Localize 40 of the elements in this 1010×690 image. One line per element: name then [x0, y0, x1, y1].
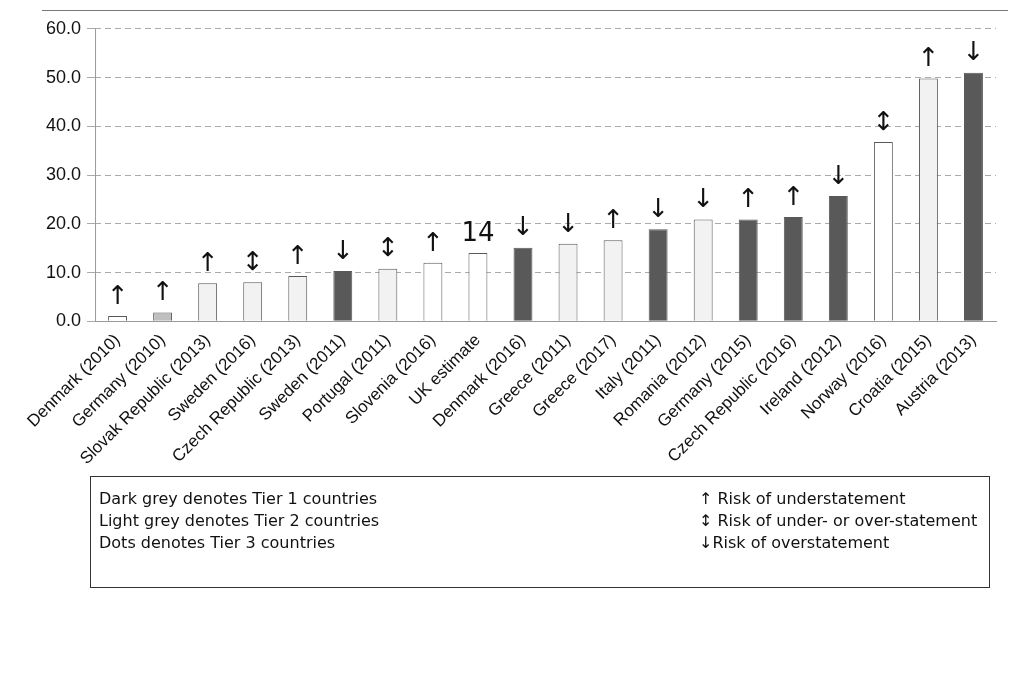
- annotation: ↑: [106, 279, 129, 310]
- y-tick-label: 60.0: [45, 17, 82, 38]
- annotation: 14: [461, 216, 495, 247]
- text: Dark grey denotes Tier 1 countries: [99, 489, 379, 510]
- y-tick-label: 40.0: [45, 115, 82, 136]
- annotation: ↓: [647, 192, 670, 223]
- annotation: ↓: [512, 211, 534, 242]
- annotation: ↑: [917, 42, 940, 73]
- y-tick-label: 20.0: [45, 212, 82, 233]
- annotation: ↓: [692, 183, 715, 214]
- annotation: ↕: [376, 232, 399, 263]
- annotation: ↑: [196, 247, 219, 278]
- y-tick-label: 0.0: [56, 310, 82, 331]
- text: ↕ Risk of under- or over-statement: [699, 511, 979, 532]
- y-tick-label: 50.0: [45, 66, 82, 87]
- annotation: ↓: [331, 234, 354, 265]
- annotation: ↓: [827, 159, 850, 190]
- annotation: ↓: [557, 207, 579, 238]
- bar: [648, 229, 668, 321]
- annotation: ↓: [962, 36, 985, 67]
- annotation: ↑: [782, 180, 805, 211]
- text: ↓Risk of overstatement: [699, 533, 891, 554]
- annotation: ↑: [286, 239, 309, 270]
- bar: [333, 271, 353, 321]
- annotation: ↕: [872, 105, 895, 136]
- text: Dots denotes Tier 3 countries: [99, 533, 337, 554]
- annotation: ↑: [602, 204, 624, 235]
- text: ↑ Risk of understatement: [699, 489, 907, 510]
- bar: [828, 196, 848, 321]
- bar: [513, 247, 533, 321]
- y-tick-label: 30.0: [45, 164, 82, 185]
- bar: [783, 216, 803, 321]
- bar: [964, 72, 983, 321]
- bar: [738, 219, 758, 321]
- annotation: ↑: [422, 226, 444, 257]
- y-tick-label: 10.0: [45, 261, 82, 282]
- annotation: ↑: [737, 183, 760, 214]
- text: Light grey denotes Tier 2 countries: [99, 511, 381, 532]
- annotation: ↑: [151, 276, 174, 307]
- annotation: ↕: [241, 246, 264, 277]
